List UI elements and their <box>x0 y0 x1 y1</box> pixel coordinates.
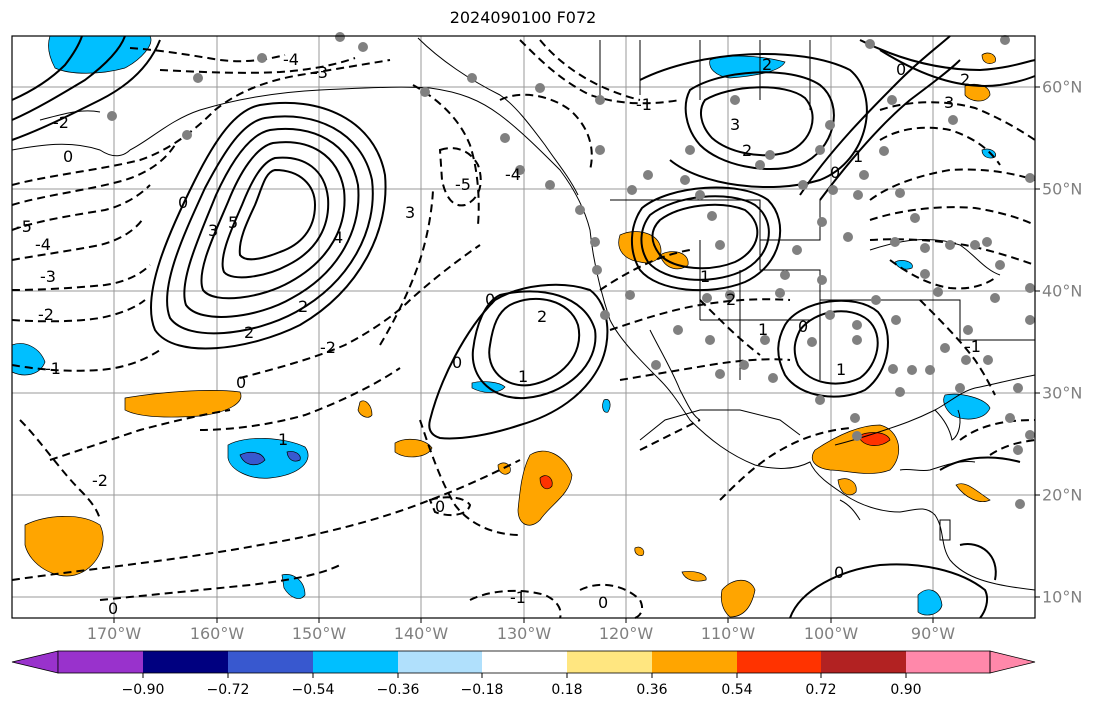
contour-label: 2 <box>298 297 308 316</box>
contour-label: 0 <box>452 353 462 372</box>
colorbar-tick-label: −0.36 <box>376 682 420 698</box>
colorbar-segment <box>652 651 737 673</box>
lon-label: 140°W <box>393 624 449 643</box>
lon-label: 100°W <box>803 624 859 643</box>
contour-label: 0 <box>834 563 844 582</box>
lon-label: 150°W <box>291 624 347 643</box>
axis-ticks <box>113 86 1040 623</box>
colorbar-segment <box>821 651 906 673</box>
contour-label: 3 <box>730 115 740 134</box>
contour-label: 1 <box>853 147 863 166</box>
contour-label: 4 <box>333 228 343 247</box>
contour-label: -2 <box>53 113 69 132</box>
contour-label: 1 <box>700 267 710 286</box>
lat-label: 30°N <box>1042 383 1083 403</box>
colorbar-segment <box>58 651 143 673</box>
colorbar-segment <box>313 651 398 673</box>
contour-label: -1 <box>965 337 981 356</box>
contour-label: 1 <box>758 320 768 339</box>
contour-label: 3 <box>208 221 218 240</box>
height-anomaly-contours <box>11 35 1036 619</box>
contour-label: 1 <box>836 360 846 379</box>
contour-label: 0 <box>108 599 118 618</box>
contour-label: 0 <box>178 193 188 212</box>
colorbar-tick-label: −0.54 <box>291 682 335 698</box>
lat-label: 20°N <box>1042 485 1083 505</box>
contour-label: 2 <box>960 70 970 89</box>
colorbar-segment <box>906 651 990 673</box>
lon-label: 160°W <box>189 624 245 643</box>
contour-label: -3 <box>312 63 328 82</box>
contour-label: 2 <box>537 307 547 326</box>
contour-label: 0 <box>435 497 445 516</box>
colorbar-tick-label: 0.72 <box>805 682 837 698</box>
colorbar-segment <box>398 651 482 673</box>
contour-label: 0 <box>830 163 840 182</box>
colorbar-extend-high <box>989 650 1036 674</box>
contour-label: -3 <box>40 267 56 286</box>
colorbar <box>11 650 1036 678</box>
contour-label: -4 <box>283 50 299 69</box>
contour-label: -5 <box>16 217 32 236</box>
colorbar-segment <box>482 651 567 673</box>
station-markers <box>107 32 1035 509</box>
contour-label: -2 <box>92 471 108 490</box>
contour-labels: -4 -3 -2 0 -4 -3 -2 -1 -5 0 3 5 4 3 2 2 … <box>16 50 981 618</box>
contour-label: 2 <box>244 323 254 342</box>
contour-label: 5 <box>228 213 238 232</box>
colorbar-tick-label: −0.18 <box>460 682 504 698</box>
contour-label: -4 <box>505 165 521 184</box>
contour-label: 2 <box>762 55 772 74</box>
lon-label: 90°W <box>910 624 956 643</box>
colorbar-segment <box>143 651 228 673</box>
contour-label: -1 <box>636 95 652 114</box>
lon-label: 120°W <box>598 624 654 643</box>
lat-label: 50°N <box>1042 179 1083 199</box>
colorbar-tick-label: 0.90 <box>890 682 922 698</box>
colorbar-segment <box>228 651 313 673</box>
lat-label: 10°N <box>1042 587 1083 607</box>
colorbar-tick-label: −0.72 <box>206 682 250 698</box>
colorbar-tick-label: 0.54 <box>721 682 753 698</box>
map-title: 2024090100 F072 <box>449 8 597 27</box>
contour-label: 2 <box>726 290 736 309</box>
lon-label: 170°W <box>86 624 142 643</box>
colorbar-tick-label: 0.36 <box>636 682 668 698</box>
contour-label: 3 <box>405 203 415 222</box>
coastlines <box>11 37 1036 591</box>
colorbar-segment <box>737 651 821 673</box>
colorbar-tick-label: 0.18 <box>551 682 583 698</box>
contour-label: 1 <box>278 430 288 449</box>
colorbar-extend-low <box>11 650 59 674</box>
contour-label: 0 <box>63 147 73 166</box>
contour-label: 0 <box>598 593 608 612</box>
lat-label: 60°N <box>1042 77 1083 97</box>
lat-label: 40°N <box>1042 281 1083 301</box>
contour-label: 1 <box>518 367 528 386</box>
contour-label: -2 <box>38 305 54 324</box>
contour-label: -2 <box>320 338 336 357</box>
contour-label: 3 <box>944 93 954 112</box>
contour-label: -4 <box>35 235 51 254</box>
lon-label: 110°W <box>700 624 756 643</box>
colorbar-tick-label: −0.90 <box>121 682 165 698</box>
colorbar-segment <box>567 651 652 673</box>
contour-label: 0 <box>236 373 246 392</box>
contour-label: -5 <box>455 175 471 194</box>
contour-label: 0 <box>798 317 808 336</box>
contour-label: -1 <box>510 588 526 607</box>
contour-label: 0 <box>485 290 495 309</box>
contour-label: 2 <box>742 141 752 160</box>
contour-label: -1 <box>45 359 61 378</box>
lon-label: 130°W <box>496 624 552 643</box>
contour-label: 0 <box>896 60 906 79</box>
